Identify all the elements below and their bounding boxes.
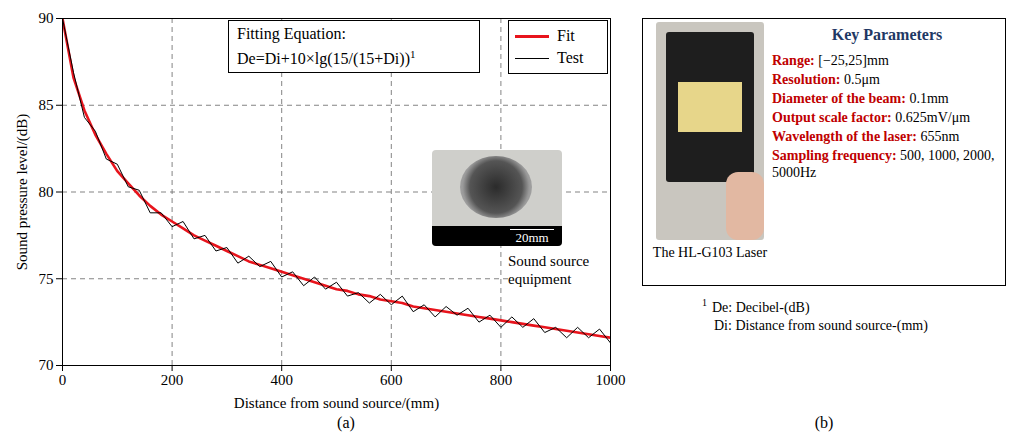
svg-text:800: 800: [490, 372, 513, 388]
html-text:Key Parameters: Key Parameters: [831, 26, 943, 43]
html-text:Fitting Equation:: Fitting Equation:: [237, 25, 346, 42]
svg-text:400: 400: [270, 372, 293, 388]
svg-text:70: 70: [39, 357, 54, 373]
svg-text:80: 80: [39, 184, 54, 200]
svg-text:200: 200: [161, 372, 184, 388]
html-text:Test: Test: [557, 49, 584, 66]
svg-text:Distance from sound source/(mm: Distance from sound source/(mm): [234, 395, 439, 412]
svg-text:1000: 1000: [596, 372, 626, 388]
html-text:1 De: Decibel-(dB): 1 De: Decibel-(dB): [702, 297, 810, 315]
html-text:(a): (a): [337, 414, 355, 431]
svg-text:90: 90: [39, 10, 54, 26]
svg-text:Sound pressure level/(dB): Sound pressure level/(dB): [14, 114, 31, 271]
svg-text:85: 85: [39, 97, 54, 113]
html-text:Resolution: 0.5μm: Resolution: 0.5μm: [772, 72, 880, 87]
html-text:Diameter of the beam: 0.1mm: Diameter of the beam: 0.1mm: [772, 91, 949, 106]
html-text:Output scale factor: 0.625mV/μ: Output scale factor: 0.625mV/μm: [772, 110, 971, 125]
svg-text:75: 75: [39, 271, 54, 287]
html-text:20mm: 20mm: [515, 230, 549, 245]
svg-text:600: 600: [380, 372, 403, 388]
html-text:Fit: Fit: [557, 27, 575, 44]
svg-text:0: 0: [59, 372, 67, 388]
html-text:Sound source equipment: Sound source equipment: [508, 253, 590, 287]
html-text:Range: [−25,25]mm: Range: [−25,25]mm: [772, 53, 889, 68]
html-text:Wavelength of the laser: 655nm: Wavelength of the laser: 655nm: [772, 129, 960, 144]
html-text:The HL-G103 Laser: The HL-G103 Laser: [652, 245, 768, 260]
html-text:De=Di+10×lg(15/(15+Di))1: De=Di+10×lg(15/(15+Di))1: [237, 48, 416, 68]
html-text:Di: Distance from sound source: Di: Distance from sound source-(mm): [714, 317, 928, 333]
html-text:(b): (b): [814, 414, 834, 431]
html-text:Sampling frequency: 500, 1000,: Sampling frequency: 500, 1000, 2000, 500…: [772, 148, 995, 180]
